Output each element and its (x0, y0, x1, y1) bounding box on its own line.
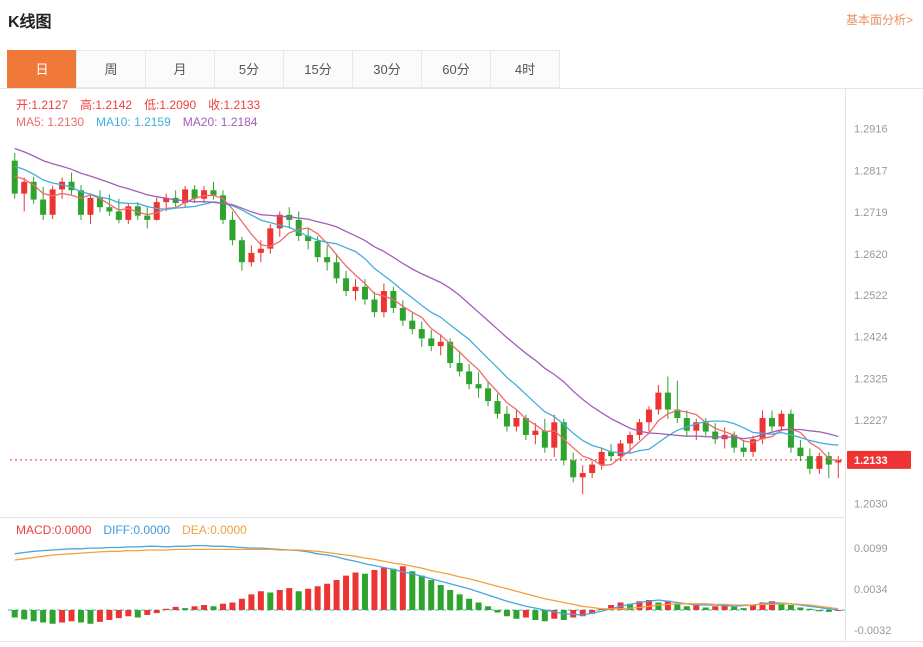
tab-月[interactable]: 月 (145, 50, 215, 88)
dea-value: DEA:0.0000 (182, 523, 247, 537)
chart-borders (0, 88, 923, 642)
ma10-line (14, 165, 839, 454)
macd-tick: 0.0034 (854, 584, 888, 596)
price-tick: 1.2719 (854, 207, 888, 219)
page-header: K线图 基本面分析> (0, 0, 923, 42)
price-tick: 1.2620 (854, 249, 888, 261)
macd-tick: 0.0099 (854, 543, 888, 555)
price-tick: 1.2916 (854, 123, 888, 135)
svg-text:1.2133: 1.2133 (854, 455, 888, 467)
ma5-line (14, 175, 839, 467)
ma5-value: MA5: 1.2130 (16, 115, 85, 129)
tab-bar: 日周月 5分 15分 30分 60分 4时 (7, 50, 560, 88)
price-tick: 1.2030 (854, 499, 888, 511)
tab-日[interactable]: 日 (7, 50, 77, 88)
ohlc-close: 收:1.2133 (208, 98, 261, 112)
fundamental-analysis-link[interactable]: 基本面分析> (845, 13, 913, 27)
price-tick: 1.2817 (854, 165, 888, 177)
dea-line (14, 548, 839, 610)
tab-60分[interactable]: 60分 (421, 50, 491, 88)
current-price-badge: 1.2133 (847, 450, 911, 469)
tab-5分[interactable]: 5分 (214, 50, 284, 88)
page-title: K线图 (8, 14, 52, 31)
main-y-axis: 1.2916 1.2817 1.2719 1.2620 1.2522 1.2424 1.23… (854, 123, 888, 510)
price-tick: 1.2325 (854, 374, 888, 386)
macd-value: MACD:0.0000 (16, 523, 92, 537)
tab-15分[interactable]: 15分 (283, 50, 353, 88)
macd-lines (14, 544, 839, 616)
ma10-value: MA10: 1.2159 (96, 115, 171, 129)
tab-周[interactable]: 周 (76, 50, 146, 88)
macd-tick: -0.0032 (854, 625, 891, 637)
ohlc-legend: 开:1.2127 高:1.2142 低:1.2090 收:1.2133 (16, 96, 272, 113)
tab-30分[interactable]: 30分 (352, 50, 422, 88)
ohlc-open: 开:1.2127 (16, 98, 69, 112)
diff-value: DIFF:0.0000 (103, 523, 171, 537)
price-tick: 1.2424 (854, 332, 888, 344)
ma-legend: MA5: 1.2130 MA10: 1.2159 MA20: 1.2184 (16, 115, 269, 129)
macd-legend: MACD:0.0000 DIFF:0.0000 DEA:0.0000 (16, 523, 259, 537)
diff-line (14, 544, 839, 616)
ma-lines (14, 147, 839, 467)
macd-y-axis: 0.0099 0.0034 -0.0032 (854, 543, 891, 637)
ohlc-low: 低:1.2090 (144, 98, 197, 112)
price-tick: 1.2522 (854, 290, 888, 302)
ma20-line (14, 147, 839, 440)
price-tick: 1.2227 (854, 415, 888, 427)
macd-histogram (11, 566, 842, 624)
tab-4时[interactable]: 4时 (490, 50, 560, 88)
ohlc-high: 高:1.2142 (80, 98, 133, 112)
ma20-value: MA20: 1.2184 (182, 115, 258, 129)
candles (11, 152, 842, 495)
